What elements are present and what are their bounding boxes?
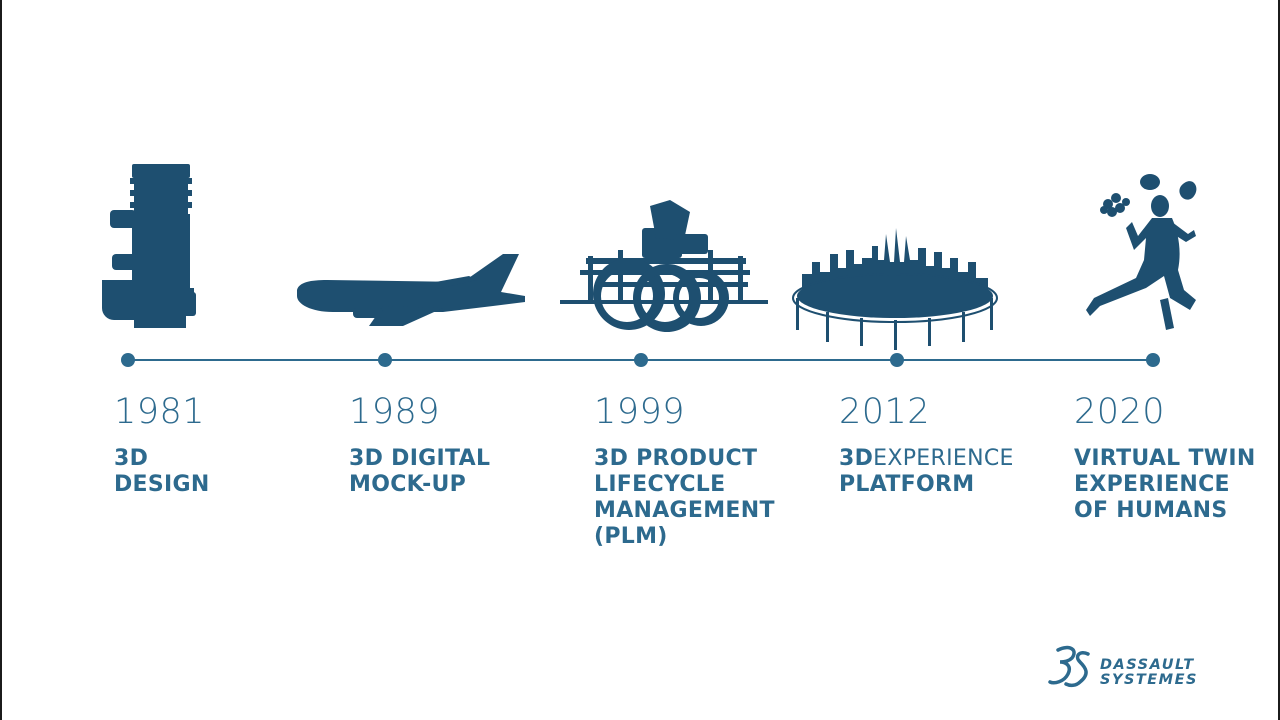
dassault-systemes-logo: DASSAULT SYSTEMES xyxy=(1048,644,1218,692)
milestone-label-3dexperience: 3DEXPERIENCE PLATFORM xyxy=(839,446,1014,498)
milestone-label-3d-design: 3D DESIGN xyxy=(114,446,210,498)
logo-text-line1: DASSAULT xyxy=(1100,657,1195,673)
label-line: 3D PRODUCT xyxy=(594,446,758,471)
timeline-dot xyxy=(890,353,904,367)
machinery-icon xyxy=(560,200,768,332)
milestone-label-virtual-twin: VIRTUAL TWIN EXPERIENCE OF HUMANS xyxy=(1074,446,1256,524)
label-line: PLATFORM xyxy=(839,472,975,497)
label-bold-part: 3D xyxy=(839,446,874,471)
year-1989: 1989 xyxy=(349,392,441,432)
running-human-icon xyxy=(1086,174,1197,330)
logo-text-line2: SYSTEMES xyxy=(1100,672,1198,688)
frame-border-left xyxy=(0,0,2,720)
label-line: (PLM) xyxy=(594,524,668,549)
label-line: 3D DIGITAL xyxy=(349,446,491,471)
timeline-dot xyxy=(121,353,135,367)
year-2020: 2020 xyxy=(1074,392,1166,432)
label-line: VIRTUAL TWIN xyxy=(1074,446,1256,471)
airplane-icon xyxy=(297,254,525,326)
label-line: 3D xyxy=(114,446,149,471)
city-platform-icon xyxy=(792,228,998,350)
frame-border-right xyxy=(1278,0,1280,720)
label-line: MOCK-UP xyxy=(349,472,467,497)
3ds-logo-icon xyxy=(1048,645,1090,688)
label-line: OF HUMANS xyxy=(1074,498,1228,523)
timeline-dot xyxy=(634,353,648,367)
label-light-part: EXPERIENCE xyxy=(873,446,1014,471)
milestone-label-plm: 3D PRODUCT LIFECYCLE MANAGEMENT (PLM) xyxy=(594,446,775,550)
label-line: 3DEXPERIENCE xyxy=(839,446,1014,472)
label-line: MANAGEMENT xyxy=(594,498,775,523)
milestone-label-digital-mockup: 3D DIGITAL MOCK-UP xyxy=(349,446,490,498)
timeline-dot xyxy=(378,353,392,367)
engine-part-icon xyxy=(102,164,196,328)
label-line: DESIGN xyxy=(114,472,210,497)
timeline-dot xyxy=(1146,353,1160,367)
year-1981: 1981 xyxy=(114,392,206,432)
label-line: EXPERIENCE xyxy=(1074,472,1230,497)
label-line: LIFECYCLE xyxy=(594,472,726,497)
year-2012: 2012 xyxy=(839,392,931,432)
year-1999: 1999 xyxy=(594,392,686,432)
